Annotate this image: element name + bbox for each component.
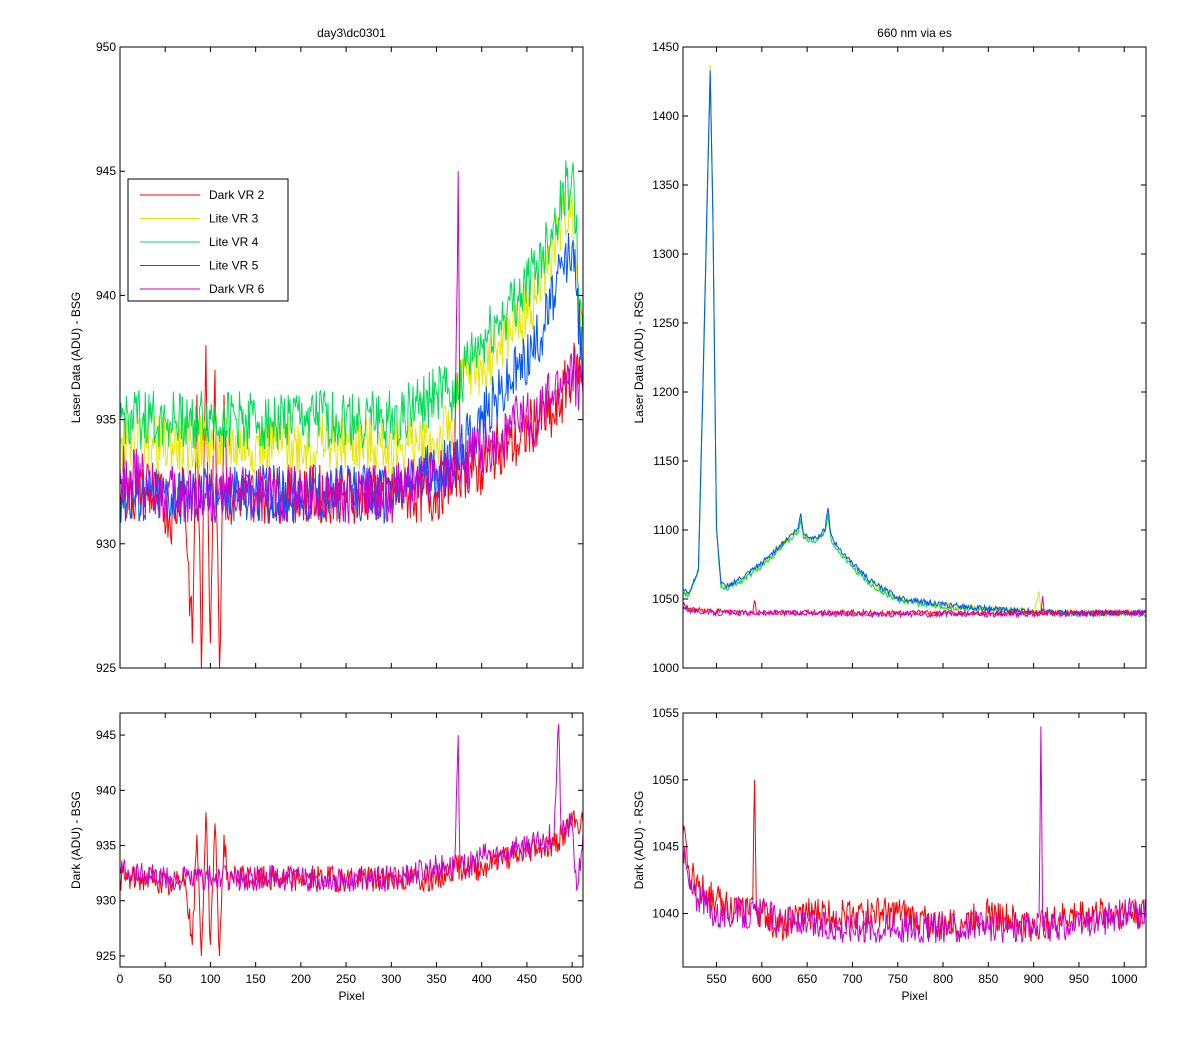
x-tick-label: 1000 (1111, 972, 1138, 986)
series-group (683, 726, 1146, 944)
series-line-dark-vr-6 (120, 171, 583, 524)
y-tick-label: 925 (96, 949, 116, 963)
x-axis-label: Pixel (901, 989, 927, 1003)
y-tick-label: 1250 (652, 316, 679, 330)
y-tick-label: 1000 (652, 661, 679, 675)
x-tick-label: 200 (291, 972, 311, 986)
axes-frame (119, 712, 584, 968)
y-tick-label: 930 (96, 894, 116, 908)
panel-bottom-right: 1040 1045 1050 1055 550 600 650 700 750 800 850 900… (632, 706, 1147, 1003)
x-tick-label: 900 (1024, 972, 1044, 986)
series-line-dark-vr-6 (683, 596, 1146, 619)
series-line-lite-vr-3 (683, 64, 1146, 617)
series-line-dark-vr-6 (683, 726, 1146, 944)
y-tick-label: 1300 (652, 247, 679, 261)
series-line-dark-vr-6 (120, 723, 583, 892)
legend-label: Dark VR 2 (209, 188, 265, 202)
x-tick-label: 50 (159, 972, 173, 986)
chart-title: day3\dc0301 (317, 26, 386, 40)
y-tick-label: 935 (96, 839, 116, 853)
y-tick-label: 940 (96, 783, 116, 797)
x-tick-label: 500 (562, 972, 582, 986)
legend-box (127, 178, 289, 302)
series-line-dark-vr-2 (120, 810, 583, 957)
legend-label: Lite VR 4 (209, 235, 259, 249)
chart-title: 660 nm via es (877, 26, 952, 40)
y-tick-label: 1100 (653, 523, 679, 537)
y-tick-label: 1045 (652, 840, 679, 854)
y-tick-label: 1400 (652, 109, 679, 123)
x-tick-label: 800 (933, 972, 953, 986)
x-tick-label: 0 (117, 972, 124, 986)
x-tick-label: 600 (752, 972, 772, 986)
y-tick-label: 1150 (653, 454, 679, 468)
x-tick-label: 850 (978, 972, 998, 986)
series-line-dark-vr-2 (683, 779, 1146, 942)
series-group (120, 723, 583, 957)
x-tick-label: 950 (1069, 972, 1089, 986)
panel-top-left: 925 930 935 940 945 950 day3\dc0301 Laser Data … (69, 26, 584, 675)
series-group (120, 160, 583, 668)
series-line-lite-vr-4 (120, 160, 583, 450)
y-tick-label: 950 (96, 40, 116, 54)
y-tick-label: 1055 (652, 706, 679, 720)
y-tick-label: 945 (96, 728, 116, 742)
x-tick-label: 150 (246, 972, 266, 986)
legend-label: Lite VR 3 (209, 212, 259, 226)
x-tick-label: 450 (517, 972, 537, 986)
panel-top-right: 1000 1050 1100 1150 1200 1250 1300 1350 1400 1450… (632, 26, 1147, 675)
y-axis-label: Dark (ADU) - BSG (69, 791, 83, 889)
y-tick-label: 1050 (652, 592, 679, 606)
y-tick-label: 930 (96, 537, 116, 551)
y-tick-label: 925 (96, 661, 116, 675)
legend-label: Dark VR 6 (209, 282, 265, 296)
x-tick-label: 700 (842, 972, 862, 986)
series-line-lite-vr-4 (683, 74, 1146, 619)
legend: Dark VR 2 Lite VR 3 Lite VR 4 Lite VR 5 Dark… (127, 178, 289, 302)
x-tick-label: 350 (426, 972, 446, 986)
x-tick-label: 100 (200, 972, 220, 986)
y-axis-label: Laser Data (ADU) - RSG (632, 291, 646, 423)
legend-label: Lite VR 5 (209, 259, 259, 273)
y-tick-label: 1040 (652, 907, 679, 921)
series-line-lite-vr-5 (683, 70, 1146, 618)
axes-frame (682, 46, 1147, 669)
y-tick-label: 935 (96, 413, 116, 427)
series-group (683, 64, 1146, 619)
x-tick-label: 750 (888, 972, 908, 986)
y-tick-label: 945 (96, 164, 116, 178)
x-tick-label: 250 (336, 972, 356, 986)
y-axis-label: Laser Data (ADU) - BSG (69, 292, 83, 423)
x-tick-label: 400 (472, 972, 492, 986)
x-tick-label: 550 (707, 972, 727, 986)
y-tick-label: 1050 (652, 773, 679, 787)
y-tick-label: 940 (96, 288, 116, 302)
panel-bottom-left: 925 930 935 940 945 0 50 100 150 200 250 300 350 400 4… (69, 712, 584, 1003)
axes-frame (119, 46, 584, 669)
x-tick-label: 650 (797, 972, 817, 986)
series-line-dark-vr-2 (120, 342, 583, 668)
axes-frame (682, 712, 1147, 968)
y-axis-label: Dark (ADU) - RSG (632, 791, 646, 890)
y-tick-label: 1200 (652, 385, 679, 399)
x-tick-label: 300 (381, 972, 401, 986)
y-tick-label: 1450 (652, 40, 679, 54)
x-axis-label: Pixel (338, 989, 364, 1003)
y-tick-label: 1350 (652, 178, 679, 192)
